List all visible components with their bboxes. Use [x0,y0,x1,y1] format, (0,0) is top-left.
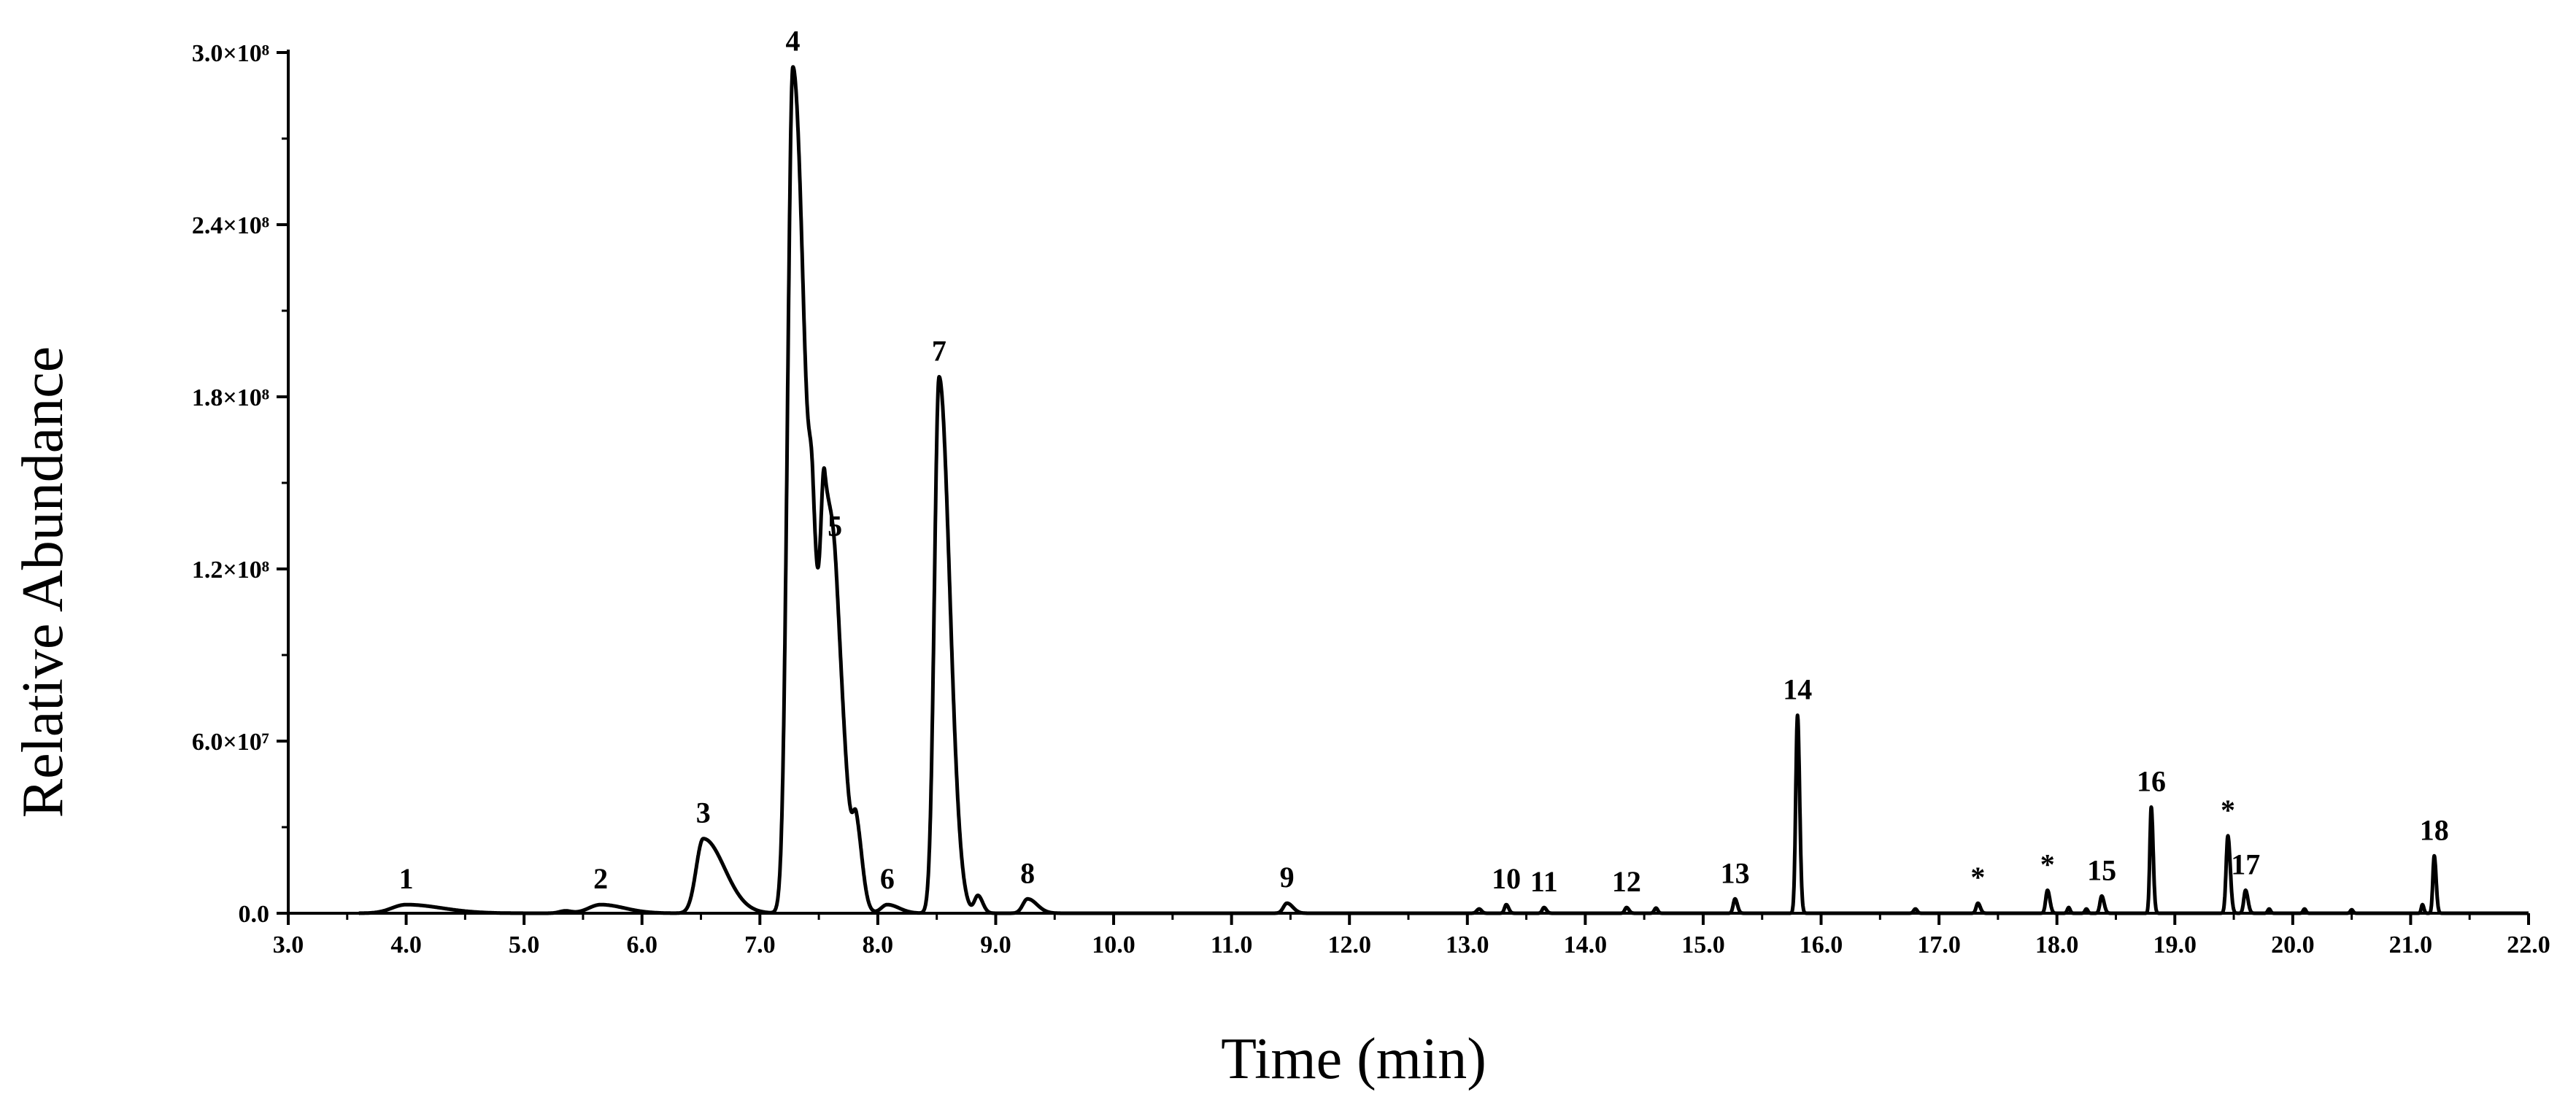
y-axis-title: Relative Abundance [11,346,75,818]
x-tick-label: 18.0 [2035,931,2079,958]
x-tick-label: 15.0 [1681,931,1725,958]
x-tick-label: 5.0 [509,931,540,958]
peak-label: 11 [1530,865,1558,898]
chromatogram-trace [357,65,2531,915]
peak-label: 4 [786,25,801,58]
peak-label: 13 [1721,856,1750,889]
x-tick-label: 13.0 [1446,931,1489,958]
axes-layer: 0.0 6.0×10⁷ 1.2×10⁸ 1.8×10⁸ 2.4×10⁸ 3.0×10⁸ 3.… [192,40,2550,958]
y-tick-label: 1.8×10⁸ [192,384,269,411]
x-tick-label: 8.0 [863,931,894,958]
peak-label: 6 [880,862,895,895]
peak-label: 17 [2231,848,2260,881]
y-tick-label: 2.4×10⁸ [192,212,269,239]
x-tick-label: 7.0 [744,931,776,958]
peak-label: 18 [2420,813,2449,846]
peak-label: 1 [399,862,414,895]
x-tick-label: 14.0 [1564,931,1608,958]
peak-label: 2 [593,862,608,895]
peak-label: 16 [2137,764,2166,797]
peak-label: 10 [1492,862,1521,895]
x-tick-label: 17.0 [1917,931,1961,958]
x-tick-label: 16.0 [1800,931,1843,958]
peak-label: 3 [696,797,711,829]
x-tick-label: 12.0 [1327,931,1371,958]
x-tick-label: 22.0 [2507,931,2550,958]
peak-label: 15 [2087,853,2116,886]
x-tick-label: 3.0 [273,931,304,958]
y-tick-label: 3.0×10⁸ [192,40,269,67]
x-tick-label: 11.0 [1211,931,1253,958]
x-tick-label: 4.0 [390,931,422,958]
x-tick-label: 6.0 [626,931,658,958]
peak-label: 14 [1783,673,1812,706]
x-tick-label: 20.0 [2271,931,2315,958]
peak-label: 5 [828,509,842,542]
x-tick-label: 21.0 [2389,931,2433,958]
y-tick-label: 6.0×10⁷ [192,729,269,756]
peak-label: * [2040,848,2055,881]
peak-label: 9 [1280,861,1295,894]
y-tick-label: 1.2×10⁸ [192,557,269,584]
x-tick-label: 9.0 [980,931,1011,958]
y-tick-label: 0.0 [239,901,270,928]
x-tick-label: 19.0 [2153,931,2197,958]
x-tick-label: 10.0 [1092,931,1135,958]
peak-label: * [2221,794,2235,826]
peak-label: 12 [1612,865,1641,898]
x-axis-title: Time (min) [1221,1027,1486,1091]
peak-label: * [1970,861,1985,894]
peak-label: 7 [932,334,946,367]
peak-label: 8 [1020,856,1035,889]
